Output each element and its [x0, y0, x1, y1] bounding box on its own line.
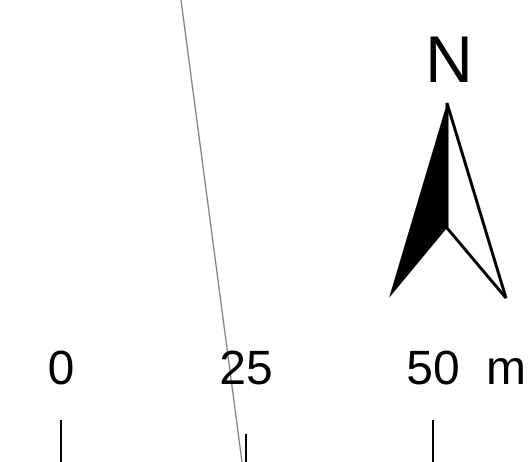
north-label: N: [425, 22, 473, 96]
scale-bar: 0 25 50 m: [48, 342, 526, 462]
scale-tick-label-0: 0: [48, 342, 75, 395]
scale-tick-label-25: 25: [219, 342, 272, 395]
scale-tick-label-50: 50: [406, 342, 459, 395]
north-arrow: N: [389, 22, 508, 299]
north-arrow-icon: [389, 102, 508, 299]
scale-unit-label: m: [486, 342, 526, 395]
map-feature-line: [180, 0, 243, 462]
